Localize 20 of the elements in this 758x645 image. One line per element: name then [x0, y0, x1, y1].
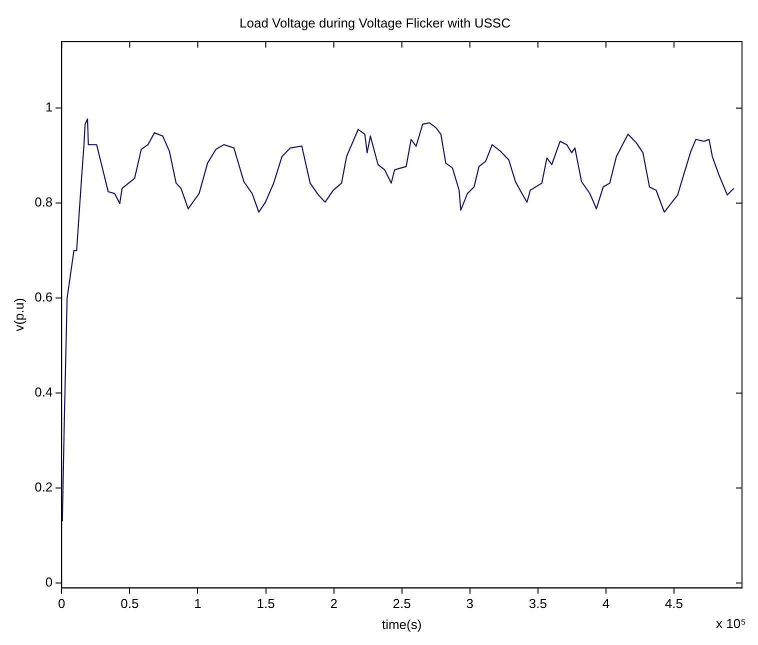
- x-tick-label: 1.5: [256, 596, 275, 612]
- x-tick-label: 2.5: [392, 596, 411, 612]
- x-tick-label: 4: [602, 596, 610, 612]
- y-tick-label: 0.2: [34, 480, 53, 495]
- y-tick-label: 0.4: [34, 384, 53, 400]
- x-tick-label: 0: [58, 596, 66, 612]
- y-tick-label: 0.6: [34, 290, 53, 305]
- x-tick-label: 1: [194, 596, 202, 612]
- x-tick-label: 2: [330, 596, 338, 612]
- y-tick-label: 0: [45, 574, 53, 590]
- text: x 10⁵: [716, 616, 746, 631]
- x-tick-label: 4.5: [664, 596, 684, 612]
- x-axis-title: time(s): [382, 616, 422, 632]
- y-axis-title: v(p.u): [11, 298, 26, 332]
- x-tick-label: 3.5: [528, 596, 547, 612]
- y-tick-label: 1: [45, 100, 53, 115]
- x-tick-label: 3: [466, 596, 474, 612]
- x-tick-label: 0.5: [120, 596, 139, 612]
- chart-title: Load Voltage during Voltage Flicker with USSC: [240, 15, 510, 30]
- y-tick-label: 0.8: [34, 194, 53, 210]
